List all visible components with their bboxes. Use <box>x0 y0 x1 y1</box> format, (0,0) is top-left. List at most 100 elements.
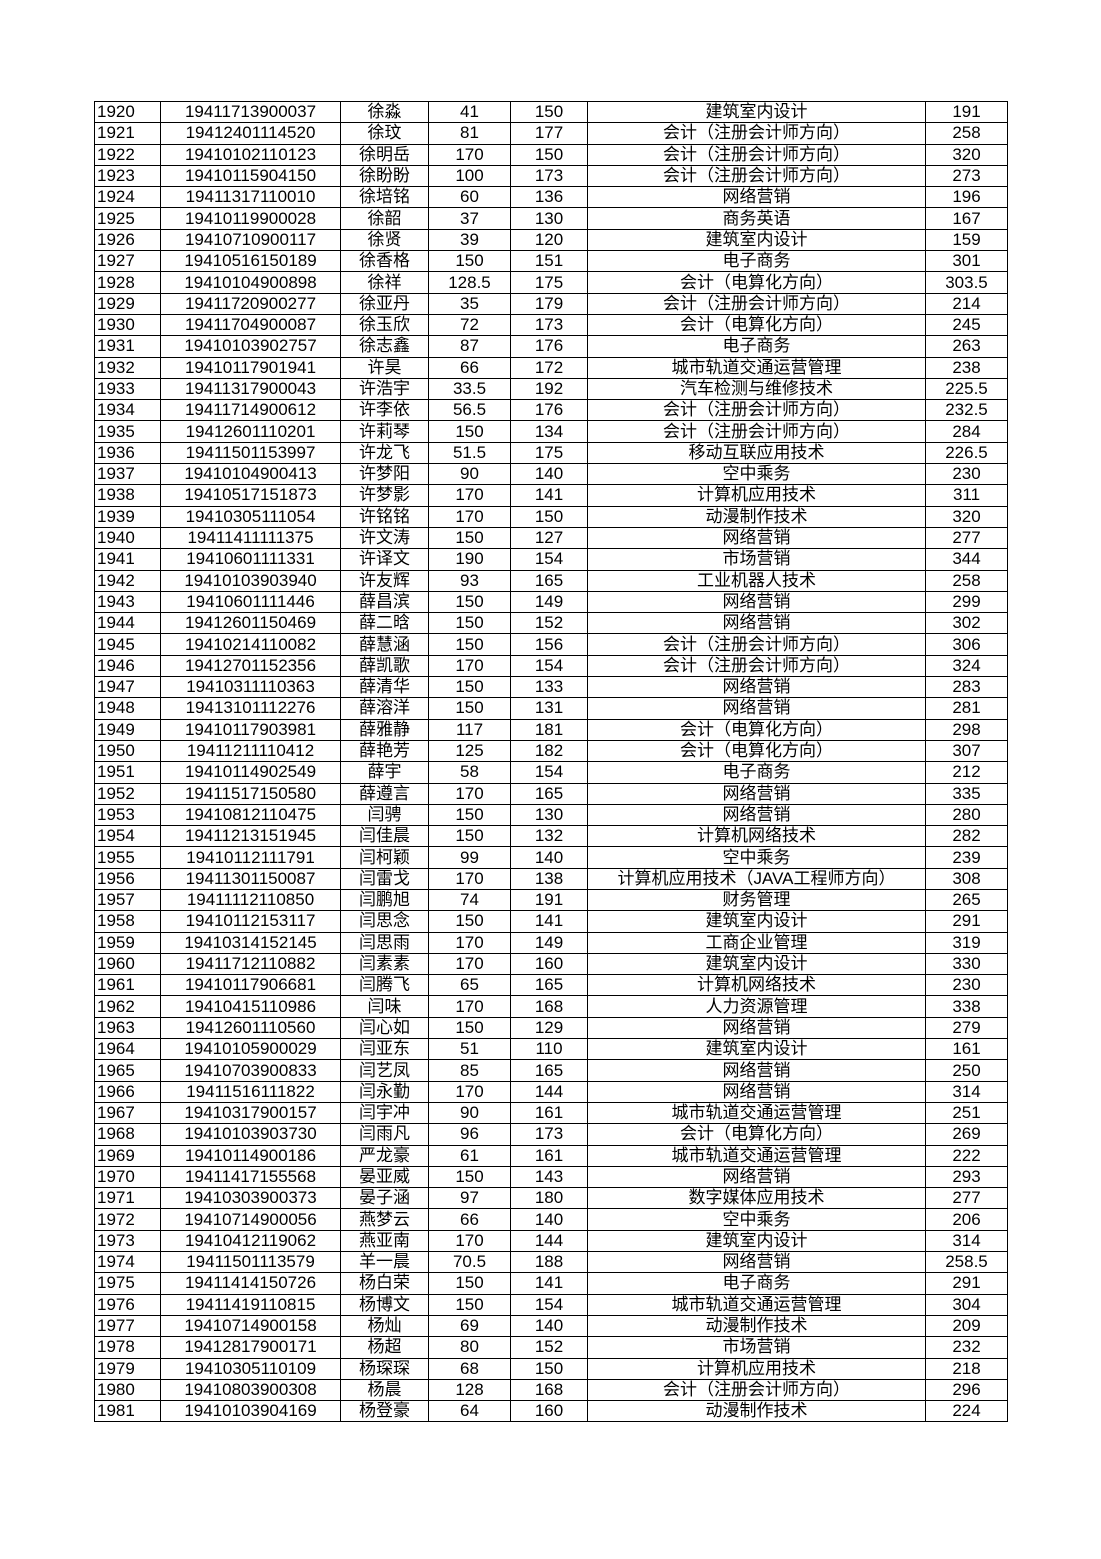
cell-total: 330 <box>925 952 1008 976</box>
cell-score-a: 68 <box>428 1357 511 1380</box>
cell-exam-id: 19410119900028 <box>160 207 341 230</box>
cell-score-a: 69 <box>428 1314 511 1338</box>
cell-score-b: 141 <box>510 1272 588 1295</box>
cell-name: 薛二晗 <box>340 612 429 635</box>
cell-score-a: 99 <box>428 846 511 869</box>
table-row: 1933 19411317900043 许浩宇 33.5 192 汽车检测与维修技术 225… <box>94 377 1008 401</box>
cell-seq: 1930 <box>94 313 161 337</box>
cell-major: 建筑室内设计 <box>587 910 926 933</box>
cell-seq: 1935 <box>94 420 161 443</box>
cell-exam-id: 19410303900373 <box>160 1187 341 1210</box>
cell-score-a: 170 <box>428 143 511 166</box>
cell-score-b: 177 <box>510 122 588 145</box>
cell-exam-id: 19410415110986 <box>160 995 341 1018</box>
cell-score-a: 150 <box>428 612 511 635</box>
cell-total: 280 <box>925 803 1008 827</box>
cell-name: 晏亚威 <box>340 1165 429 1189</box>
cell-total: 277 <box>925 1187 1008 1210</box>
cell-exam-id: 19410102110123 <box>160 143 341 166</box>
cell-exam-id: 19412601110201 <box>160 420 341 443</box>
cell-score-a: 33.5 <box>428 377 511 401</box>
cell-name: 薛雅静 <box>340 718 429 741</box>
cell-total: 226.5 <box>925 441 1008 465</box>
cell-major: 市场营销 <box>587 548 926 571</box>
cell-seq: 1959 <box>94 931 161 954</box>
table-body: 1920 19411713900037 徐淼 41 150 建筑室内设计 191 1921 19… <box>94 100 1008 1423</box>
cell-score-b: 140 <box>510 1208 588 1231</box>
cell-score-b: 165 <box>510 782 588 805</box>
cell-score-b: 133 <box>510 676 588 699</box>
cell-total: 279 <box>925 1016 1008 1040</box>
cell-score-a: 61 <box>428 1144 511 1167</box>
cell-score-a: 150 <box>428 825 511 848</box>
cell-name: 许梦影 <box>340 484 429 507</box>
cell-major: 城市轨道交通运营管理 <box>587 1144 926 1167</box>
cell-major: 计算机应用技术 <box>587 1357 926 1380</box>
cell-exam-id: 19411211110412 <box>160 739 341 763</box>
cell-seq: 1927 <box>94 250 161 273</box>
cell-major: 会计（电算化方向） <box>587 1123 926 1146</box>
cell-seq: 1953 <box>94 803 161 827</box>
cell-major: 会计（注册会计师方向） <box>587 654 926 678</box>
cell-major: 电子商务 <box>587 335 926 358</box>
cell-total: 245 <box>925 313 1008 337</box>
cell-total: 291 <box>925 910 1008 933</box>
cell-exam-id: 19410112153117 <box>160 910 341 933</box>
cell-score-b: 180 <box>510 1187 588 1210</box>
table-row: 1949 19410117903981 薛雅静 117 181 会计（电算化方向） 298 <box>94 718 1008 741</box>
table-row: 1966 19411516111822 闫永勤 170 144 网络营销 314 <box>94 1080 1008 1103</box>
cell-score-a: 150 <box>428 526 511 550</box>
cell-score-b: 192 <box>510 377 588 401</box>
cell-total: 214 <box>925 292 1008 315</box>
cell-name: 徐玉欣 <box>340 313 429 337</box>
cell-score-a: 190 <box>428 548 511 571</box>
cell-score-a: 64 <box>428 1400 511 1423</box>
cell-major: 会计（注册会计师方向） <box>587 1378 926 1402</box>
cell-name: 薛昌滨 <box>340 590 429 614</box>
cell-seq: 1972 <box>94 1208 161 1231</box>
table-row: 1965 19410703900833 闫艺凤 85 165 网络营销 250 <box>94 1059 1008 1082</box>
cell-name: 许李依 <box>340 399 429 422</box>
cell-name: 徐贤 <box>340 228 429 252</box>
cell-major: 会计（注册会计师方向） <box>587 122 926 145</box>
cell-score-b: 154 <box>510 654 588 678</box>
cell-major: 计算机网络技术 <box>587 974 926 997</box>
cell-score-a: 90 <box>428 1101 511 1125</box>
cell-major: 建筑室内设计 <box>587 1038 926 1061</box>
cell-score-b: 154 <box>510 761 588 784</box>
table-row: 1952 19411517150580 薛遵言 170 165 网络营销 335 <box>94 782 1008 805</box>
cell-major: 建筑室内设计 <box>587 228 926 252</box>
cell-seq: 1937 <box>94 463 161 486</box>
cell-major: 工业机器人技术 <box>587 569 926 592</box>
cell-major: 数字媒体应用技术 <box>587 1187 926 1210</box>
cell-major: 会计（电算化方向） <box>587 739 926 763</box>
cell-score-a: 90 <box>428 463 511 486</box>
cell-score-b: 150 <box>510 1357 588 1380</box>
cell-name: 闫思念 <box>340 910 429 933</box>
cell-name: 徐亚丹 <box>340 292 429 315</box>
cell-exam-id: 19410114900186 <box>160 1144 341 1167</box>
cell-name: 杨超 <box>340 1336 429 1359</box>
cell-score-b: 179 <box>510 292 588 315</box>
cell-score-a: 37 <box>428 207 511 230</box>
cell-score-b: 134 <box>510 420 588 443</box>
cell-score-b: 150 <box>510 100 588 124</box>
cell-total: 258 <box>925 122 1008 145</box>
cell-seq: 1978 <box>94 1336 161 1359</box>
cell-total: 291 <box>925 1272 1008 1295</box>
cell-total: 159 <box>925 228 1008 252</box>
cell-total: 232 <box>925 1336 1008 1359</box>
cell-score-a: 128 <box>428 1378 511 1402</box>
cell-major: 会计（电算化方向） <box>587 718 926 741</box>
table-row: 1929 19411720900277 徐亚丹 35 179 会计（注册会计师方向） 214 <box>94 292 1008 315</box>
cell-name: 羊一晨 <box>340 1251 429 1274</box>
cell-score-a: 170 <box>428 931 511 954</box>
cell-major: 城市轨道交通运营管理 <box>587 1293 926 1316</box>
table-row: 1931 19410103902757 徐志鑫 87 176 电子商务 263 <box>94 335 1008 358</box>
cell-seq: 1957 <box>94 888 161 912</box>
cell-score-a: 170 <box>428 782 511 805</box>
cell-major: 会计（注册会计师方向） <box>587 399 926 422</box>
cell-total: 320 <box>925 143 1008 166</box>
table-row: 1972 19410714900056 燕梦云 66 140 空中乘务 206 <box>94 1208 1008 1231</box>
table-row: 1945 19410214110082 薛慧涵 150 156 会计（注册会计师方向） 30… <box>94 633 1008 656</box>
